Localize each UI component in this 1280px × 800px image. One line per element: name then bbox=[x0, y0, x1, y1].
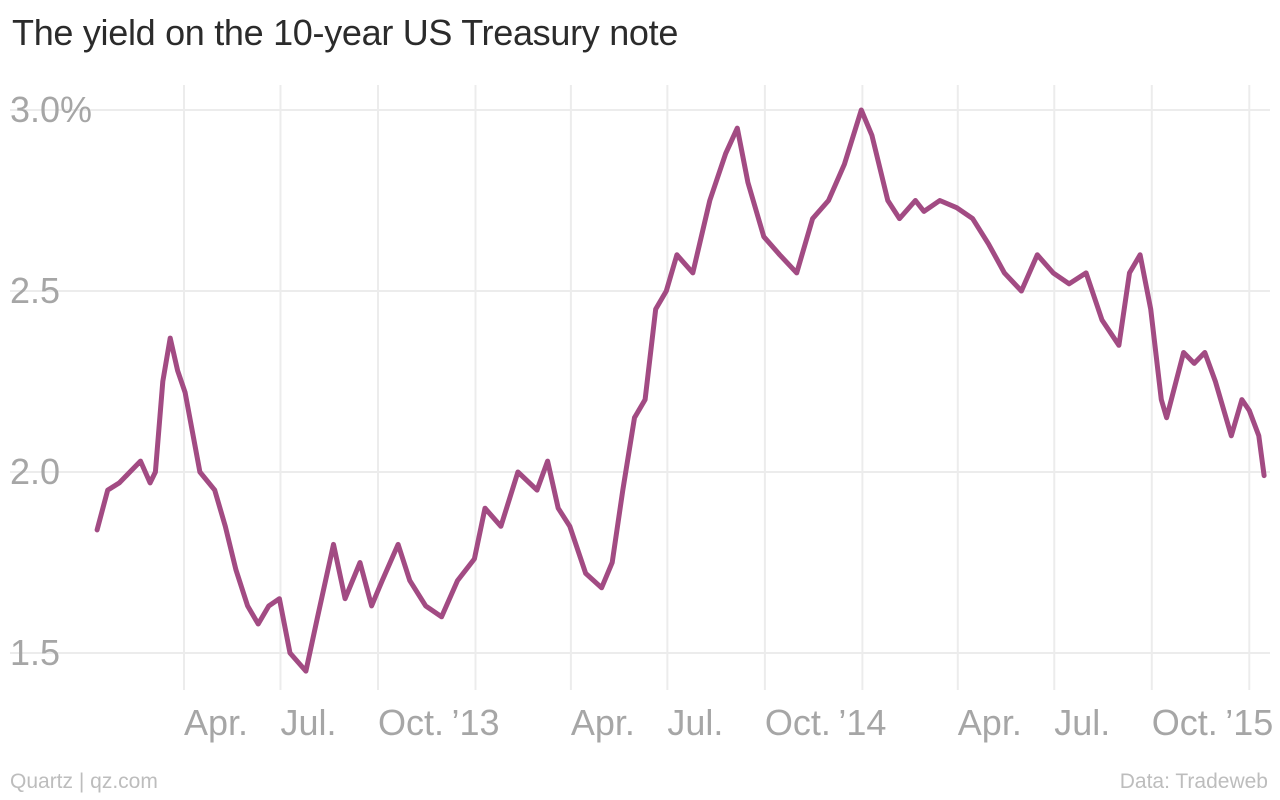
y-tick-label: 3.0% bbox=[10, 89, 92, 130]
y-tick-label: 2.0 bbox=[10, 451, 60, 492]
y-axis-ticks: 3.0% 2.5 2.0 1.5 bbox=[10, 89, 92, 673]
x-tick-label: Jul. bbox=[667, 702, 723, 743]
x-axis-ticks: Apr. Jul. Oct. ’13 Apr. Jul. Oct. ’14 Apr. Jul. Oc… bbox=[184, 702, 1273, 743]
chart-title: The yield on the 10-year US Treasury not… bbox=[12, 12, 679, 53]
x-tick-label: Oct. bbox=[765, 702, 831, 743]
x-tick-label: Jul. bbox=[280, 702, 336, 743]
y-tick-label: 1.5 bbox=[10, 632, 60, 673]
x-tick-label: Jul. bbox=[1054, 702, 1110, 743]
x-tick-label: Oct. bbox=[378, 702, 444, 743]
x-tick-label: Oct. bbox=[1152, 702, 1218, 743]
x-tick-label: ’13 bbox=[451, 702, 499, 743]
footer-source-right: Data: Tradeweb bbox=[1119, 770, 1268, 793]
y-tick-label: 2.5 bbox=[10, 270, 60, 311]
x-tick-label: Apr. bbox=[571, 702, 635, 743]
grid-layer bbox=[10, 85, 1270, 690]
series-line bbox=[94, 107, 1267, 674]
x-tick-label: ’14 bbox=[838, 702, 886, 743]
footer-source-left: Quartz | qz.com bbox=[10, 770, 158, 793]
x-tick-label: Apr. bbox=[184, 702, 248, 743]
x-tick-label: ’15 bbox=[1225, 702, 1273, 743]
line-layer bbox=[94, 107, 1267, 674]
x-tick-label: Apr. bbox=[958, 702, 1022, 743]
